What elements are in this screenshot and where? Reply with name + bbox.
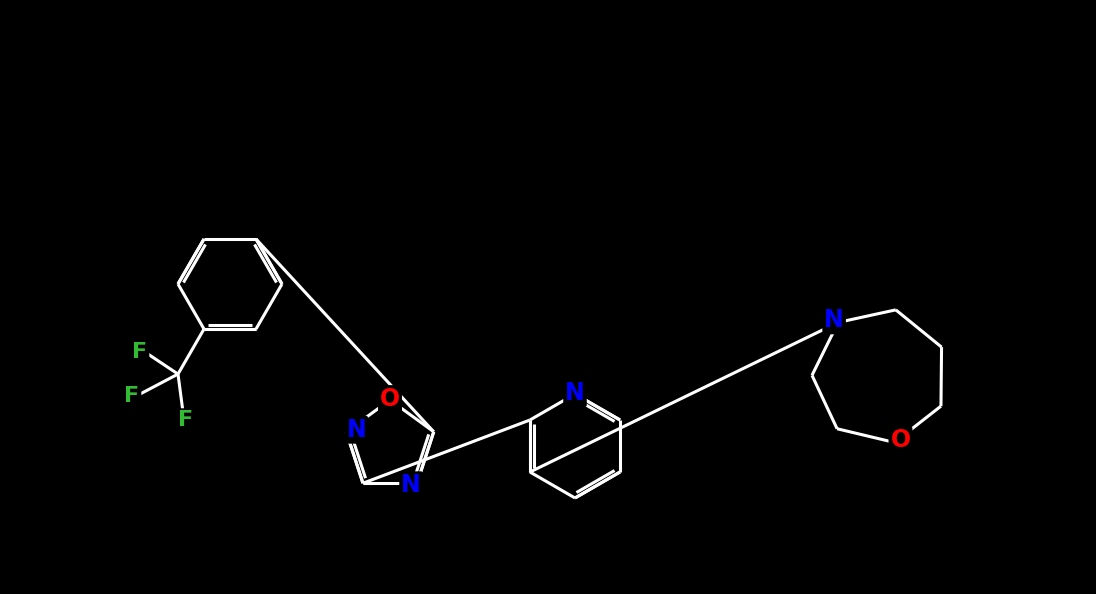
Text: O: O	[890, 428, 911, 453]
Text: N: N	[566, 381, 585, 405]
Text: N: N	[824, 308, 844, 333]
Text: N: N	[346, 418, 366, 442]
Text: F: F	[125, 386, 139, 406]
Text: F: F	[133, 342, 148, 362]
Text: N: N	[401, 473, 421, 497]
Text: O: O	[380, 387, 400, 411]
Text: F: F	[179, 410, 194, 430]
